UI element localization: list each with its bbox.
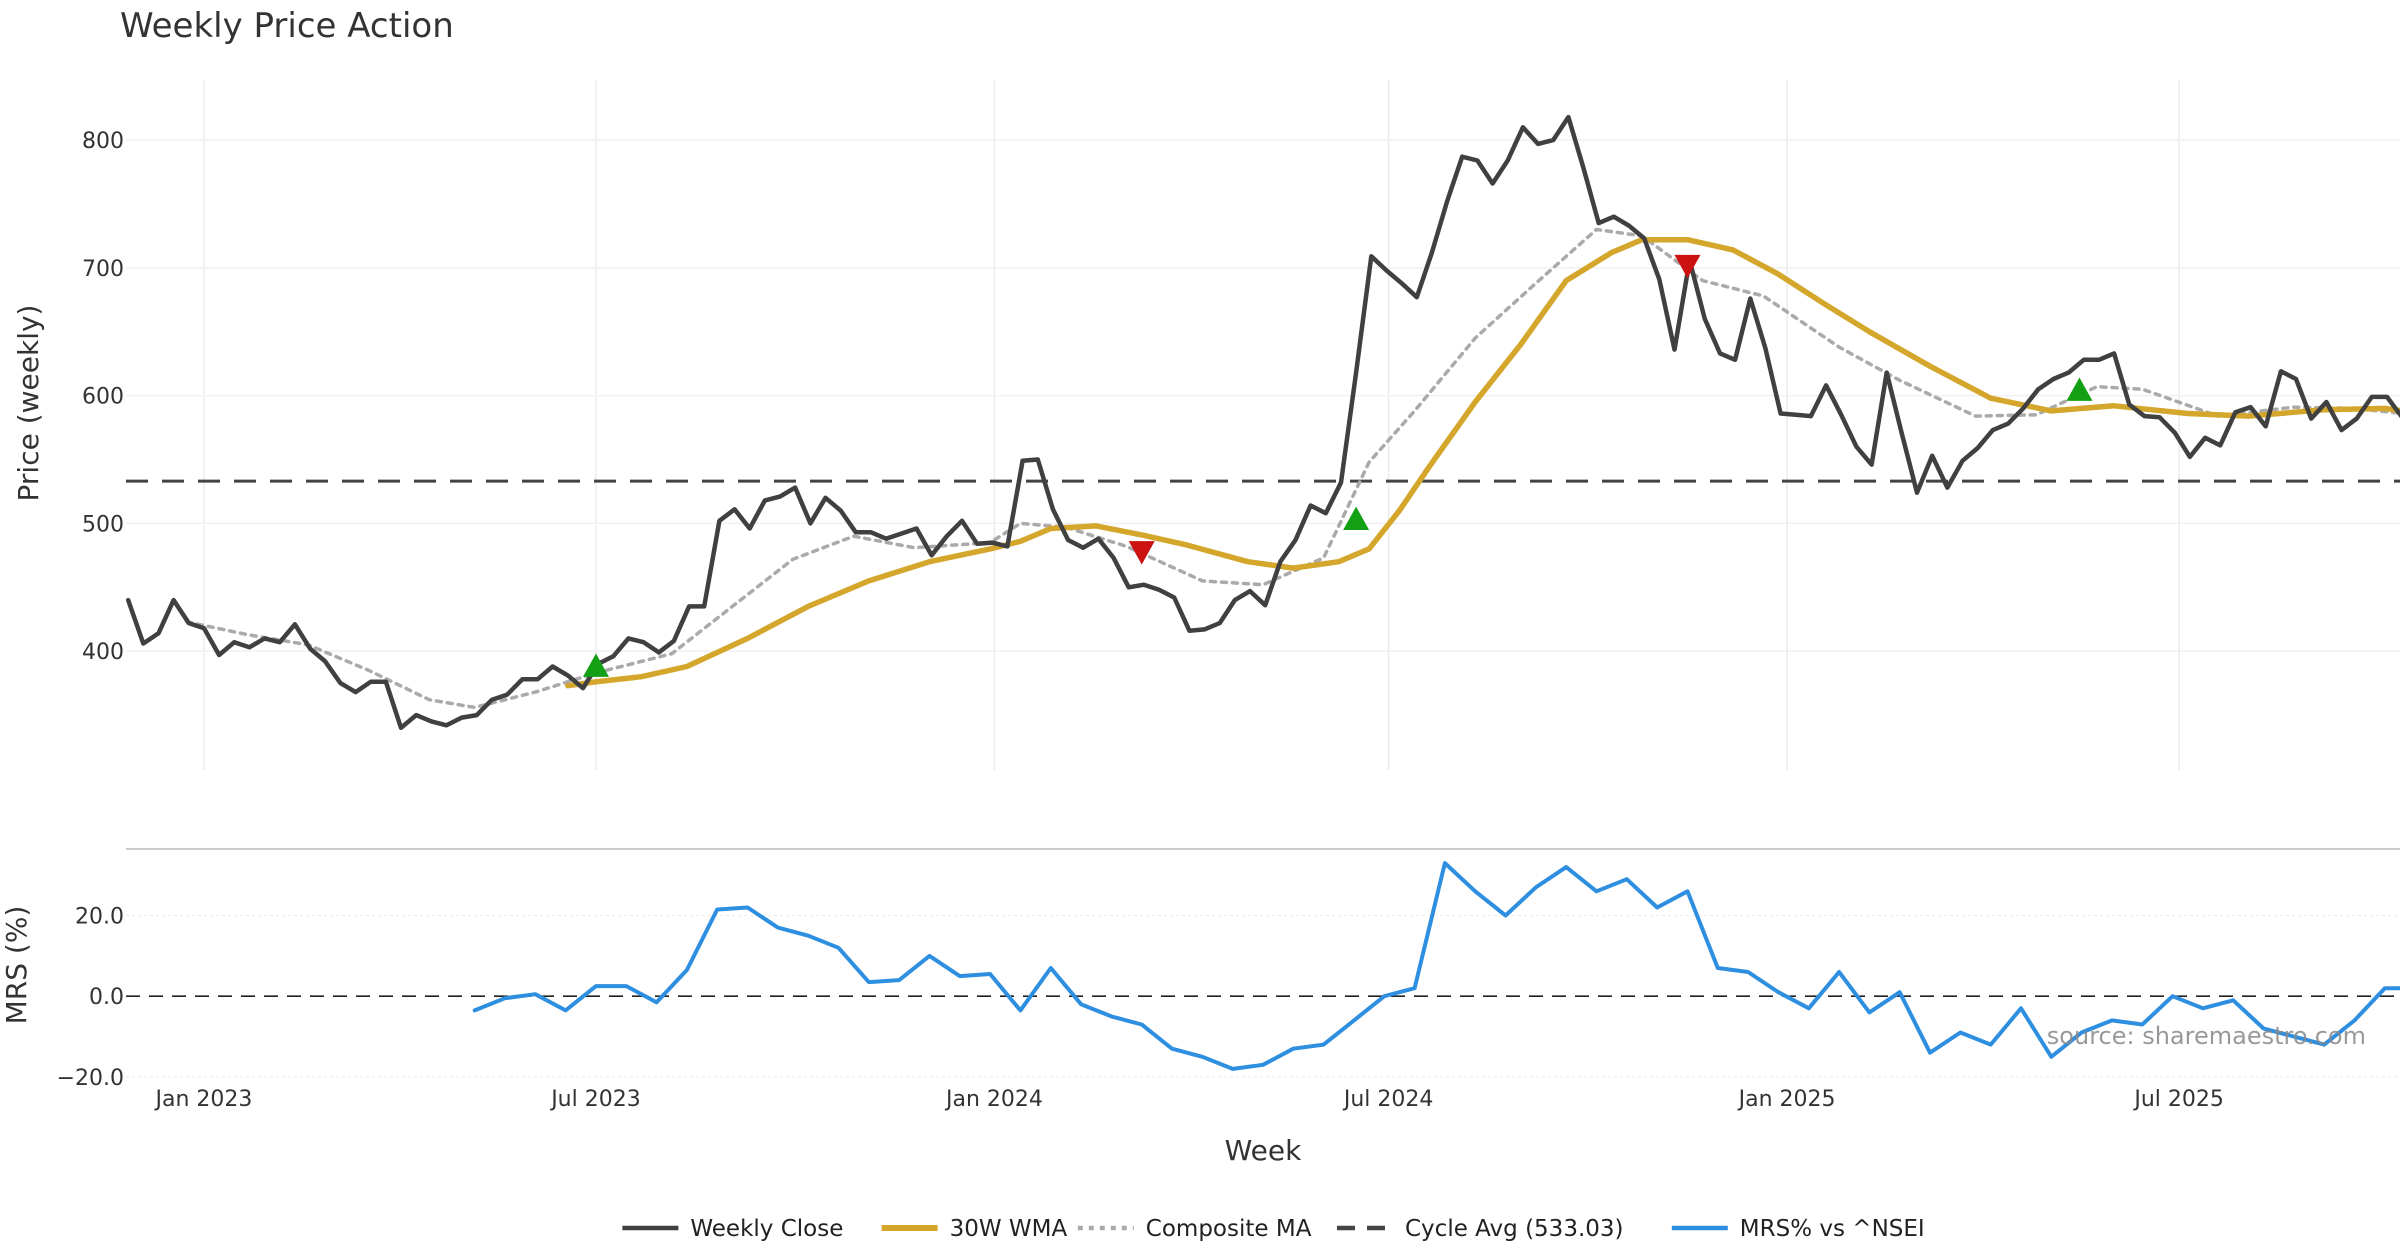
legend-item-cycle-avg: Cycle Avg (533.03) [1337,1216,1624,1242]
x-tick-label: Jan 2023 [154,1087,253,1112]
y-axis-ticks: 400 500 600 700 800 20.0 0.0 −20.0 [57,129,124,1091]
legend-item-mrs: MRS% vs ^NSEI [1671,1216,1925,1242]
legend-item-wma30: 30W WMA [881,1216,1068,1242]
mrs-y-axis-label: MRS (%) [0,906,33,1025]
chart-title: Weekly Price Action [120,6,454,46]
mrs-y-tick-label: 20.0 [75,905,124,930]
price-plot [125,114,2400,731]
legend: Weekly Close 30W WMA Composite MA Cycle Avg… [622,1216,1925,1242]
x-tick-label: Jan 2024 [944,1087,1043,1112]
legend-label: MRS% vs ^NSEI [1740,1216,1925,1242]
x-tick-label: Jan 2025 [1737,1087,1836,1112]
price-y-axis-label: Price (weekly) [12,305,45,502]
price-y-tick-label: 700 [82,257,124,282]
price-y-tick-label: 800 [82,129,124,154]
x-tick-label: Jul 2023 [549,1087,641,1112]
x-tick-label: Jul 2025 [2132,1087,2224,1112]
price-y-tick-label: 500 [82,512,124,537]
price-y-tick-label: 400 [82,640,124,665]
mrs-y-tick-label: −20.0 [57,1066,124,1091]
x-tick-label: Jul 2024 [1342,1087,1434,1112]
legend-label: Composite MA [1146,1216,1312,1242]
mrs-y-tick-label: 0.0 [89,985,124,1010]
x-axis-label: Week [1225,1134,1302,1167]
buy-signal-marker [2066,377,2093,401]
wma30-line [565,236,2400,689]
sell-signal-marker [1128,541,1155,565]
legend-item-weekly-close: Weekly Close [622,1216,843,1242]
weekly-close-line [125,114,2400,731]
price-grid [126,80,2400,770]
x-axis-ticks: Jan 2023 Jul 2023 Jan 2024 Jul 2024 Jan 2025… [154,1087,2224,1112]
signal-markers [582,254,2093,677]
watermark: source: sharemaestro.com [2047,1022,2366,1050]
mrs-plot [472,861,2400,1071]
buy-signal-marker [582,653,609,677]
composite-line [184,227,2400,710]
sell-signal-marker [1674,254,1701,279]
price-y-tick-label: 600 [82,385,124,410]
legend-item-composite: Composite MA [1077,1216,1312,1242]
buy-signal-marker [1343,506,1370,530]
legend-label: Cycle Avg (533.03) [1405,1216,1624,1242]
mrs-line [472,861,2400,1071]
legend-label: Weekly Close [690,1216,843,1242]
legend-label: 30W WMA [950,1216,1068,1242]
